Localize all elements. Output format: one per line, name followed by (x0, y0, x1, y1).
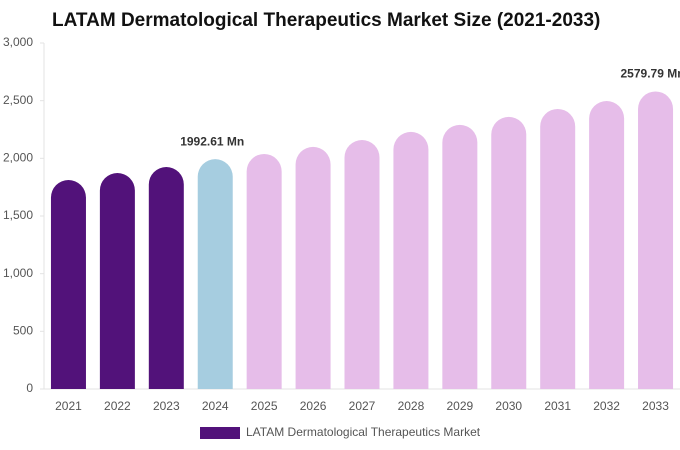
bar (638, 91, 674, 389)
bar (589, 101, 625, 389)
bar (442, 124, 478, 390)
y-tick-label: 2,500 (3, 93, 33, 107)
x-tick-label: 2025 (251, 399, 278, 413)
bar (246, 153, 282, 389)
bar (344, 139, 380, 389)
x-tick-label: 2031 (544, 399, 571, 413)
bar (295, 146, 331, 389)
legend-label: LATAM Dermatological Therapeutics Market (246, 425, 481, 439)
x-tick-label: 2033 (642, 399, 669, 413)
x-tick-label: 2023 (153, 399, 180, 413)
bar (491, 116, 527, 389)
legend-swatch (200, 427, 240, 439)
y-tick-label: 1,000 (3, 266, 33, 280)
x-tick-label: 2021 (55, 399, 82, 413)
x-tick-label: 2026 (300, 399, 327, 413)
x-tick-label: 2029 (446, 399, 473, 413)
bar (393, 131, 429, 389)
x-tick-label: 2024 (202, 399, 229, 413)
x-tick-label: 2032 (593, 399, 620, 413)
chart-title: LATAM Dermatological Therapeutics Market… (52, 10, 600, 31)
x-tick-label: 2030 (495, 399, 522, 413)
y-tick-label: 500 (13, 324, 33, 338)
x-tick-label: 2028 (398, 399, 425, 413)
data-label: 2579.79 Mn (621, 67, 680, 81)
bar (197, 159, 233, 389)
data-label: 1992.61 Mn (180, 134, 244, 148)
x-tick-label: 2027 (349, 399, 376, 413)
bar (540, 108, 576, 389)
bar (148, 166, 184, 389)
y-tick-label: 2,000 (3, 151, 33, 165)
y-tick-label: 3,000 (3, 35, 33, 49)
bar (50, 180, 86, 389)
x-tick-label: 2022 (104, 399, 131, 413)
y-tick-label: 1,500 (3, 208, 33, 222)
y-tick-label: 0 (26, 381, 33, 395)
bar (99, 172, 135, 389)
